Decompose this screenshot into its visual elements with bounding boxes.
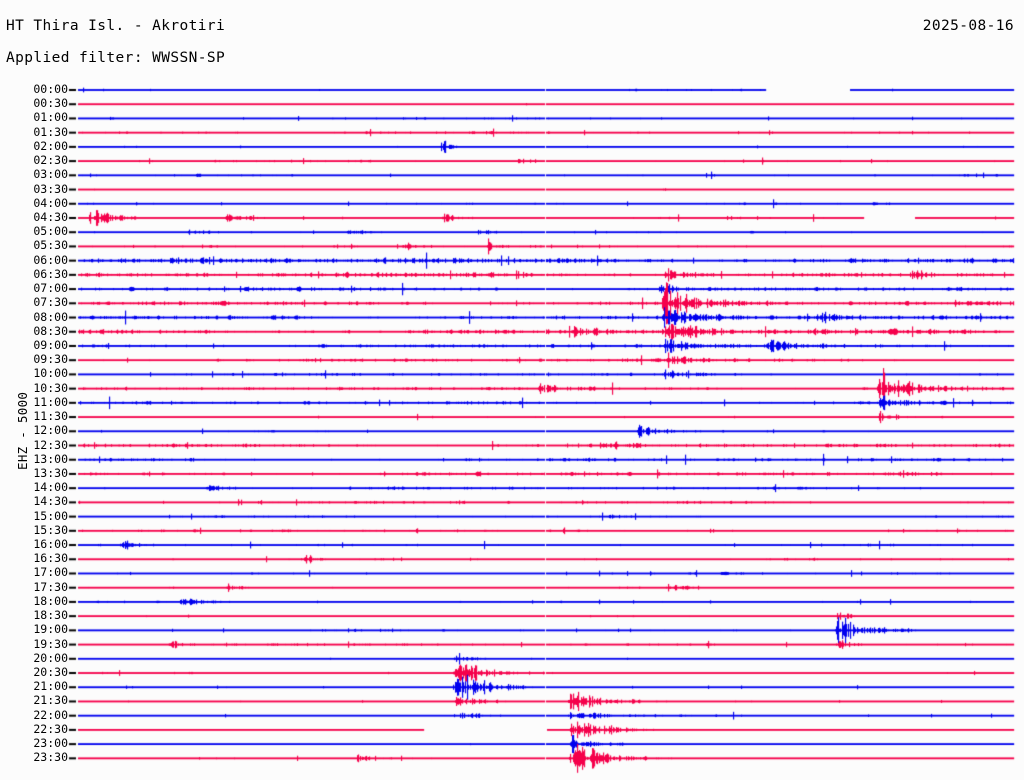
applied-filter-label: Applied filter: WWSSN-SP xyxy=(6,50,226,66)
time-label-1900: 19:00 xyxy=(33,622,68,637)
time-label-0900: 09:00 xyxy=(33,337,68,352)
time-label-0600: 06:00 xyxy=(33,252,68,267)
time-label-1130: 11:30 xyxy=(33,409,68,424)
time-label-2100: 21:00 xyxy=(33,679,68,694)
time-label-1830: 18:30 xyxy=(33,608,68,623)
time-label-0700: 07:00 xyxy=(33,281,68,296)
time-label-0000: 00:00 xyxy=(33,82,68,96)
time-label-2130: 21:30 xyxy=(33,693,68,708)
time-label-2200: 22:00 xyxy=(33,707,68,722)
time-label-0530: 05:30 xyxy=(33,238,68,253)
page-title: HT Thira Isl. - Akrotiri xyxy=(6,18,226,34)
time-label-0200: 02:00 xyxy=(33,138,68,153)
time-label-2300: 23:00 xyxy=(33,736,68,751)
time-label-0500: 05:00 xyxy=(33,224,68,239)
time-label-1330: 13:30 xyxy=(33,465,68,480)
time-label-0800: 08:00 xyxy=(33,309,68,324)
time-label-1600: 16:00 xyxy=(33,537,68,552)
time-label-1800: 18:00 xyxy=(33,593,68,608)
time-label-0300: 03:00 xyxy=(33,167,68,182)
time-label-1200: 12:00 xyxy=(33,423,68,438)
time-label-0630: 06:30 xyxy=(33,266,68,281)
time-label-0730: 07:30 xyxy=(33,295,68,310)
time-label-2000: 20:00 xyxy=(33,650,68,665)
time-label-0830: 08:30 xyxy=(33,323,68,338)
time-label-0130: 01:30 xyxy=(33,124,68,139)
time-label-1430: 14:30 xyxy=(33,494,68,509)
time-label-0330: 03:30 xyxy=(33,181,68,196)
time-label-0930: 09:30 xyxy=(33,352,68,367)
time-label-1030: 10:30 xyxy=(33,380,68,395)
time-label-1630: 16:30 xyxy=(33,551,68,566)
time-label-1930: 19:30 xyxy=(33,636,68,651)
time-label-2230: 22:30 xyxy=(33,721,68,736)
time-label-1700: 17:00 xyxy=(33,565,68,580)
time-label-0400: 04:00 xyxy=(33,195,68,210)
time-label-1100: 11:00 xyxy=(33,394,68,409)
time-label-2330: 23:30 xyxy=(33,750,68,765)
time-label-1230: 12:30 xyxy=(33,437,68,452)
time-label-0030: 00:30 xyxy=(33,96,68,111)
time-label-0100: 01:00 xyxy=(33,110,68,125)
time-label-1530: 15:30 xyxy=(33,522,68,537)
time-label-0230: 02:30 xyxy=(33,153,68,168)
time-label-1400: 14:00 xyxy=(33,480,68,495)
seismogram-canvas xyxy=(0,80,1024,780)
time-label-0430: 04:30 xyxy=(33,209,68,224)
date-label: 2025-08-16 xyxy=(922,18,1014,34)
seismogram-plot: 00:00 00:30 01:00 01:30 02:00 02:30 03:00 03:30… xyxy=(0,80,1024,780)
time-label-1000: 10:00 xyxy=(33,366,68,381)
time-label-2030: 20:30 xyxy=(33,665,68,680)
time-label-1730: 17:30 xyxy=(33,579,68,594)
time-label-1300: 13:00 xyxy=(33,451,68,466)
time-label-1500: 15:00 xyxy=(33,508,68,523)
